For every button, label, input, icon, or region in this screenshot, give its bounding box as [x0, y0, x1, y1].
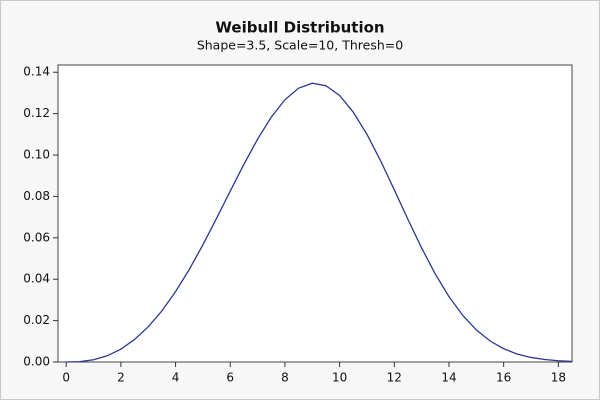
y-tick-label: 0.06 [23, 230, 50, 244]
x-tick-label: 18 [551, 371, 566, 385]
y-tick-label: 0.10 [23, 148, 50, 162]
y-tick-label: 0.00 [23, 355, 50, 369]
x-tick-label: 12 [387, 371, 402, 385]
y-tick-label: 0.14 [23, 65, 50, 79]
chart-title: Weibull Distribution [215, 19, 384, 37]
x-tick-label: 0 [62, 371, 70, 385]
chart-subtitle: Shape=3.5, Scale=10, Thresh=0 [197, 38, 403, 53]
line-series [66, 82, 573, 363]
y-tick-label: 0.02 [23, 313, 50, 327]
x-tick-label: 2 [117, 371, 125, 385]
y-tick-label: 0.04 [23, 272, 50, 286]
x-tick-label: 4 [172, 371, 180, 385]
x-tick-label: 8 [281, 371, 289, 385]
x-tick-label: 14 [441, 371, 456, 385]
x-tick-label: 10 [332, 371, 347, 385]
y-tick-label: 0.12 [23, 106, 50, 120]
y-tick-label: 0.08 [23, 189, 50, 203]
x-tick-label: 16 [496, 371, 511, 385]
plot-area [57, 64, 573, 363]
x-tick-label: 6 [226, 371, 234, 385]
